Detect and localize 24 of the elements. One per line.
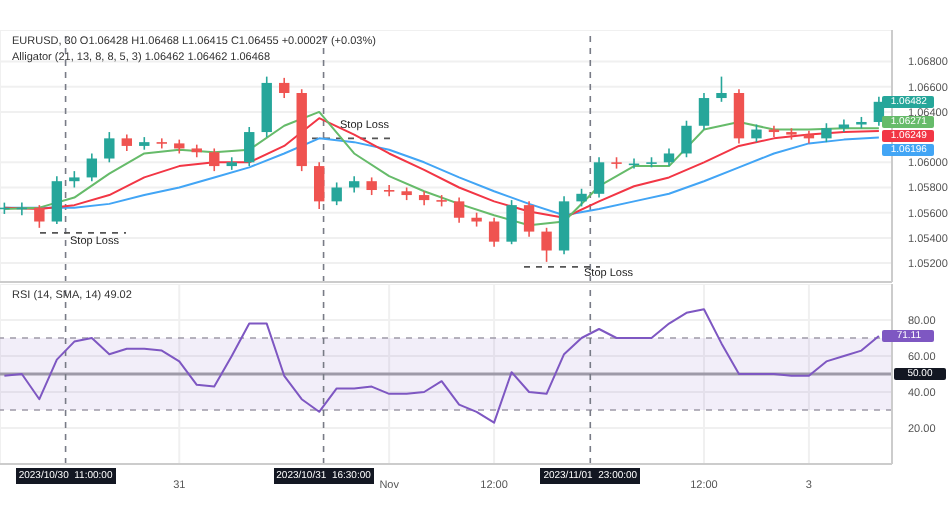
candlestick xyxy=(716,75,727,103)
candlestick xyxy=(139,136,150,151)
candlestick xyxy=(314,161,325,210)
candlestick xyxy=(733,88,745,145)
candlestick xyxy=(523,200,535,238)
candlestick xyxy=(209,147,220,172)
candlestick xyxy=(383,184,395,198)
candlestick xyxy=(104,131,115,164)
candlestick xyxy=(593,156,605,199)
candlestick xyxy=(541,227,552,263)
candlestick xyxy=(698,92,710,131)
candlestick xyxy=(331,181,342,206)
candlestick xyxy=(453,196,465,224)
candlestick xyxy=(244,126,255,167)
candlestick xyxy=(506,199,517,245)
candlestick xyxy=(34,204,45,229)
candlestick xyxy=(279,77,290,99)
candlestick xyxy=(681,119,692,159)
candlestick xyxy=(821,122,832,143)
candlestick xyxy=(86,152,98,182)
candlestick xyxy=(488,216,500,248)
candlestick xyxy=(226,156,237,171)
candlestick xyxy=(156,137,167,150)
candlestick xyxy=(51,175,63,225)
